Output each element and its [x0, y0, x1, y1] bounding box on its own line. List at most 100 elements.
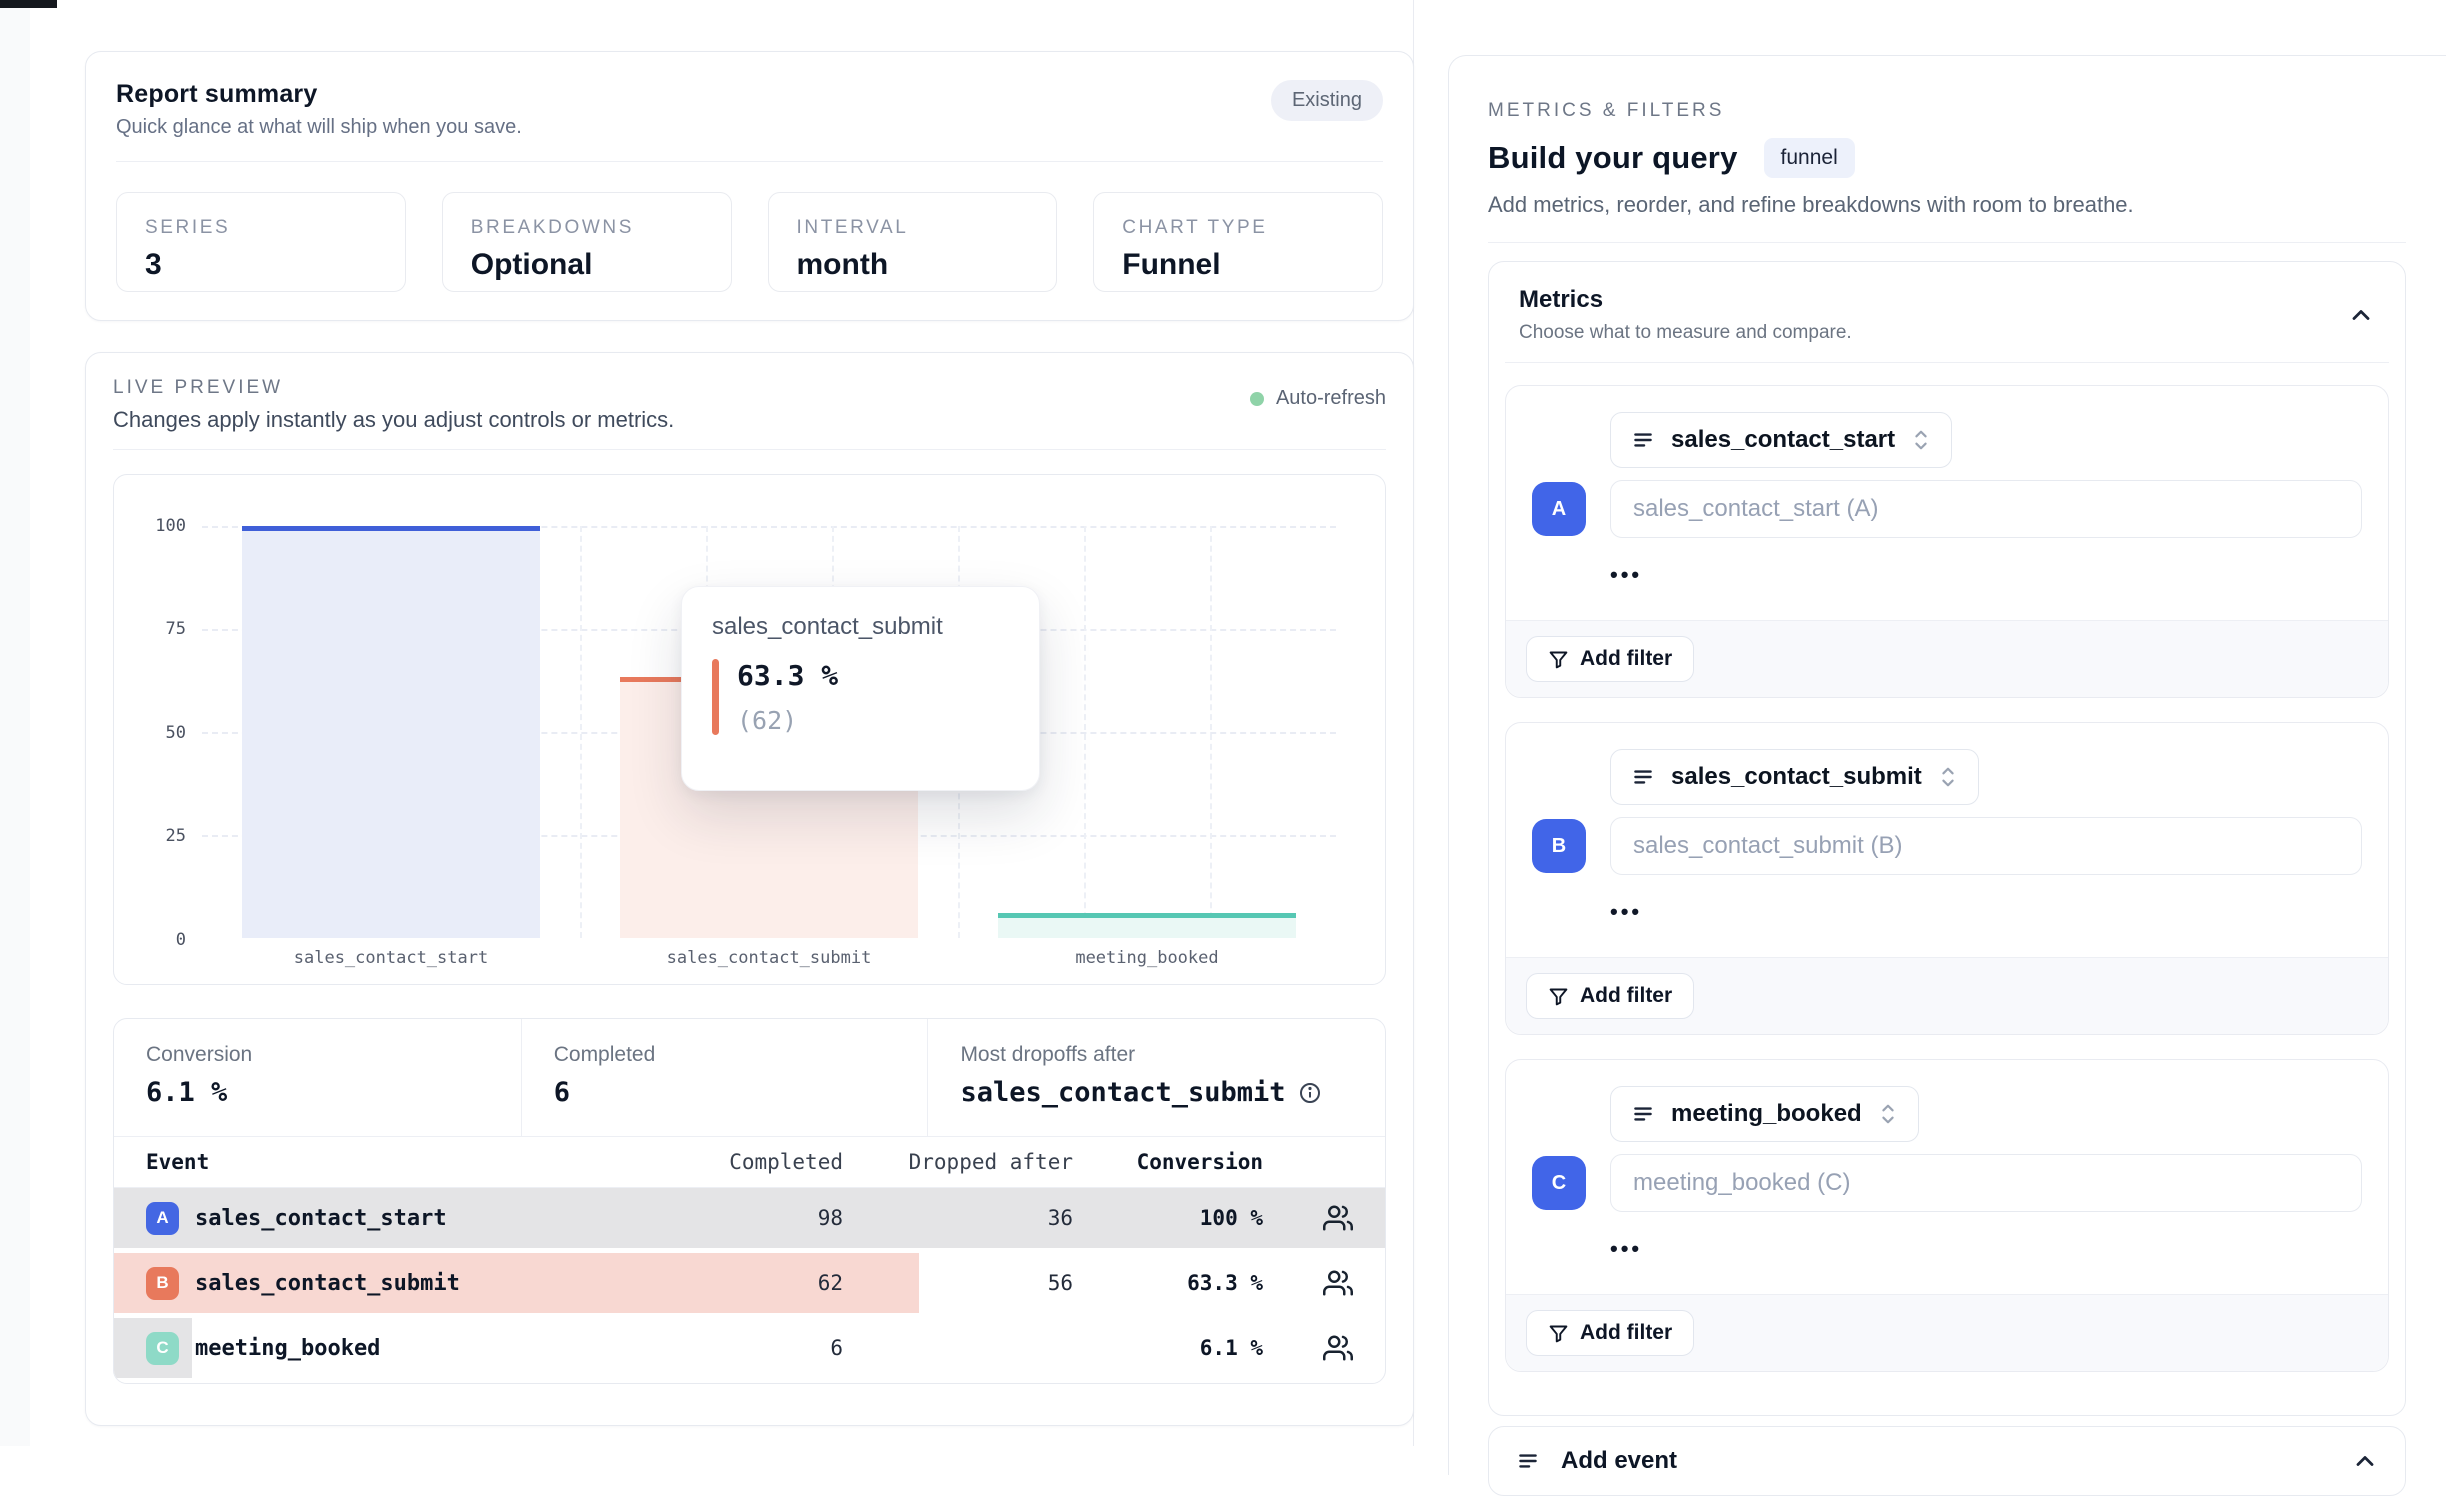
- divider: [116, 161, 1383, 162]
- users-icon[interactable]: [1323, 1268, 1353, 1298]
- conversion-value: 6.1 %: [1199, 1336, 1263, 1360]
- column-header-dropped-after: Dropped after: [908, 1150, 1073, 1174]
- funnel-chart: 100 75 50 25 0 sales_contact_start sale: [113, 474, 1386, 985]
- stat-value: 6.1 %: [146, 1077, 228, 1108]
- event-name: sales_contact_start: [195, 1205, 447, 1231]
- tile-label: CHART TYPE: [1122, 217, 1268, 238]
- event-select[interactable]: sales_contact_submit: [1610, 749, 1979, 805]
- live-preview-kicker: LIVE PREVIEW: [113, 377, 284, 398]
- drag-handle-icon[interactable]: [1630, 764, 1656, 790]
- y-axis-tick: 25: [165, 826, 186, 846]
- chevron-up-down-icon: [1942, 767, 1954, 787]
- add-filter-button[interactable]: Add filter: [1526, 636, 1695, 682]
- table-row[interactable]: C meeting_booked 6 6.1 %: [114, 1318, 1385, 1378]
- y-axis-tick: 0: [175, 930, 186, 950]
- series-badge: A: [146, 1201, 179, 1235]
- add-filter-button[interactable]: Add filter: [1526, 1310, 1695, 1356]
- report-summary-card: Report summary Quick glance at what will…: [85, 51, 1414, 321]
- metrics-section-title: Metrics: [1519, 286, 1604, 313]
- metrics-section-subtitle: Choose what to measure and compare.: [1519, 322, 1852, 343]
- funnel-results-table: Conversion 6.1 % Completed 6 Most dropof…: [113, 1018, 1386, 1384]
- add-filter-label: Add filter: [1580, 647, 1673, 670]
- info-icon[interactable]: [1298, 1081, 1322, 1105]
- metric-card-c: meeting_booked C •••: [1505, 1059, 2389, 1372]
- table-row[interactable]: A sales_contact_start 98 36 100 %: [114, 1188, 1385, 1248]
- x-axis-label: meeting_booked: [1075, 948, 1219, 968]
- report-summary-subtitle: Quick glance at what will ship when you …: [116, 116, 522, 138]
- panel-description: Add metrics, reorder, and refine breakdo…: [1488, 192, 2134, 217]
- drag-handle-icon: [1519, 1454, 1537, 1468]
- more-options-button[interactable]: •••: [1610, 562, 1643, 587]
- row-conversion-fill: [114, 1253, 919, 1313]
- row-conversion-fill: [114, 1188, 1385, 1248]
- more-options-button[interactable]: •••: [1610, 1236, 1643, 1261]
- status-badge: Existing: [1270, 80, 1383, 121]
- tooltip-count: (62): [737, 706, 798, 735]
- tile-value: Optional: [470, 248, 593, 281]
- y-axis-tick: 50: [165, 723, 186, 743]
- stat-label: Completed: [553, 1043, 656, 1066]
- tile-value: Funnel: [1122, 248, 1221, 281]
- chevron-up-icon[interactable]: [2351, 1447, 2379, 1475]
- summary-tile-breakdowns: BREAKDOWNS Optional: [441, 192, 732, 292]
- drag-handle-icon[interactable]: [1630, 1101, 1656, 1127]
- more-options-button[interactable]: •••: [1610, 899, 1643, 924]
- tooltip-value: 63.3 %: [737, 659, 839, 692]
- divider: [1505, 362, 2389, 363]
- panel-title: Build your query: [1488, 140, 1738, 175]
- auto-refresh-label: Auto-refresh: [1275, 387, 1386, 409]
- event-select[interactable]: meeting_booked: [1610, 1086, 1919, 1142]
- chart-type-badge: funnel: [1763, 138, 1855, 178]
- table-row[interactable]: B sales_contact_submit 62 56 63.3 %: [114, 1253, 1385, 1313]
- tooltip-title: sales_contact_submit: [712, 613, 943, 640]
- funnel-bar-meeting-booked[interactable]: [997, 912, 1297, 938]
- chevron-up-icon[interactable]: [2347, 301, 2375, 329]
- add-filter-label: Add filter: [1580, 984, 1673, 1007]
- summary-tile-interval: INTERVAL month: [767, 192, 1058, 292]
- series-badge: C: [146, 1331, 179, 1365]
- series-letter-badge: A: [1532, 482, 1586, 536]
- drag-handle-icon[interactable]: [1630, 427, 1656, 453]
- event-name: sales_contact_submit: [195, 1270, 460, 1296]
- event-select[interactable]: sales_contact_start: [1610, 412, 1953, 468]
- metric-alias-input[interactable]: [1610, 480, 2362, 538]
- stat-conversion: Conversion 6.1 %: [114, 1019, 521, 1136]
- chevron-up-down-icon: [1882, 1104, 1894, 1124]
- tooltip-accent-bar: [712, 659, 719, 735]
- tile-value: month: [796, 248, 889, 281]
- gridline: [202, 526, 1336, 528]
- add-filter-label: Add filter: [1580, 1321, 1673, 1344]
- tile-label: INTERVAL: [796, 217, 909, 238]
- metric-card-a: sales_contact_start A •••: [1505, 385, 2389, 698]
- add-event-label: Add event: [1561, 1447, 1678, 1474]
- metric-alias-input[interactable]: [1610, 1154, 2362, 1212]
- completed-value: 98: [817, 1206, 843, 1230]
- x-axis-label: sales_contact_start: [293, 948, 489, 968]
- gridline: [1083, 526, 1086, 938]
- auto-refresh-dot-icon: [1249, 391, 1264, 406]
- stat-value: sales_contact_submit: [960, 1077, 1286, 1108]
- event-select-value: meeting_booked: [1671, 1100, 1862, 1127]
- summary-tile-chart-type: CHART TYPE Funnel: [1093, 192, 1383, 292]
- conversion-value: 100 %: [1199, 1206, 1263, 1230]
- tile-label: BREAKDOWNS: [470, 217, 634, 238]
- dropped-value: 36: [1047, 1206, 1073, 1230]
- funnel-bar-sales-contact-start[interactable]: [241, 526, 541, 938]
- y-axis-tick: 75: [165, 619, 186, 639]
- divider: [1488, 242, 2406, 243]
- stat-completed: Completed 6: [520, 1019, 928, 1136]
- completed-value: 62: [817, 1271, 843, 1295]
- tile-value: 3: [145, 248, 162, 281]
- dropped-value: 56: [1047, 1271, 1073, 1295]
- users-icon[interactable]: [1323, 1203, 1353, 1233]
- column-header-conversion: Conversion: [1136, 1150, 1263, 1174]
- series-letter-badge: C: [1532, 1156, 1586, 1210]
- column-header-completed: Completed: [729, 1150, 843, 1174]
- add-filter-button[interactable]: Add filter: [1526, 973, 1695, 1019]
- completed-value: 6: [830, 1336, 843, 1360]
- event-select-value: sales_contact_start: [1671, 426, 1896, 453]
- metric-alias-input[interactable]: [1610, 817, 2362, 875]
- add-event-section[interactable]: Add event: [1488, 1426, 2406, 1496]
- conversion-value: 63.3 %: [1187, 1271, 1263, 1295]
- users-icon[interactable]: [1323, 1333, 1353, 1363]
